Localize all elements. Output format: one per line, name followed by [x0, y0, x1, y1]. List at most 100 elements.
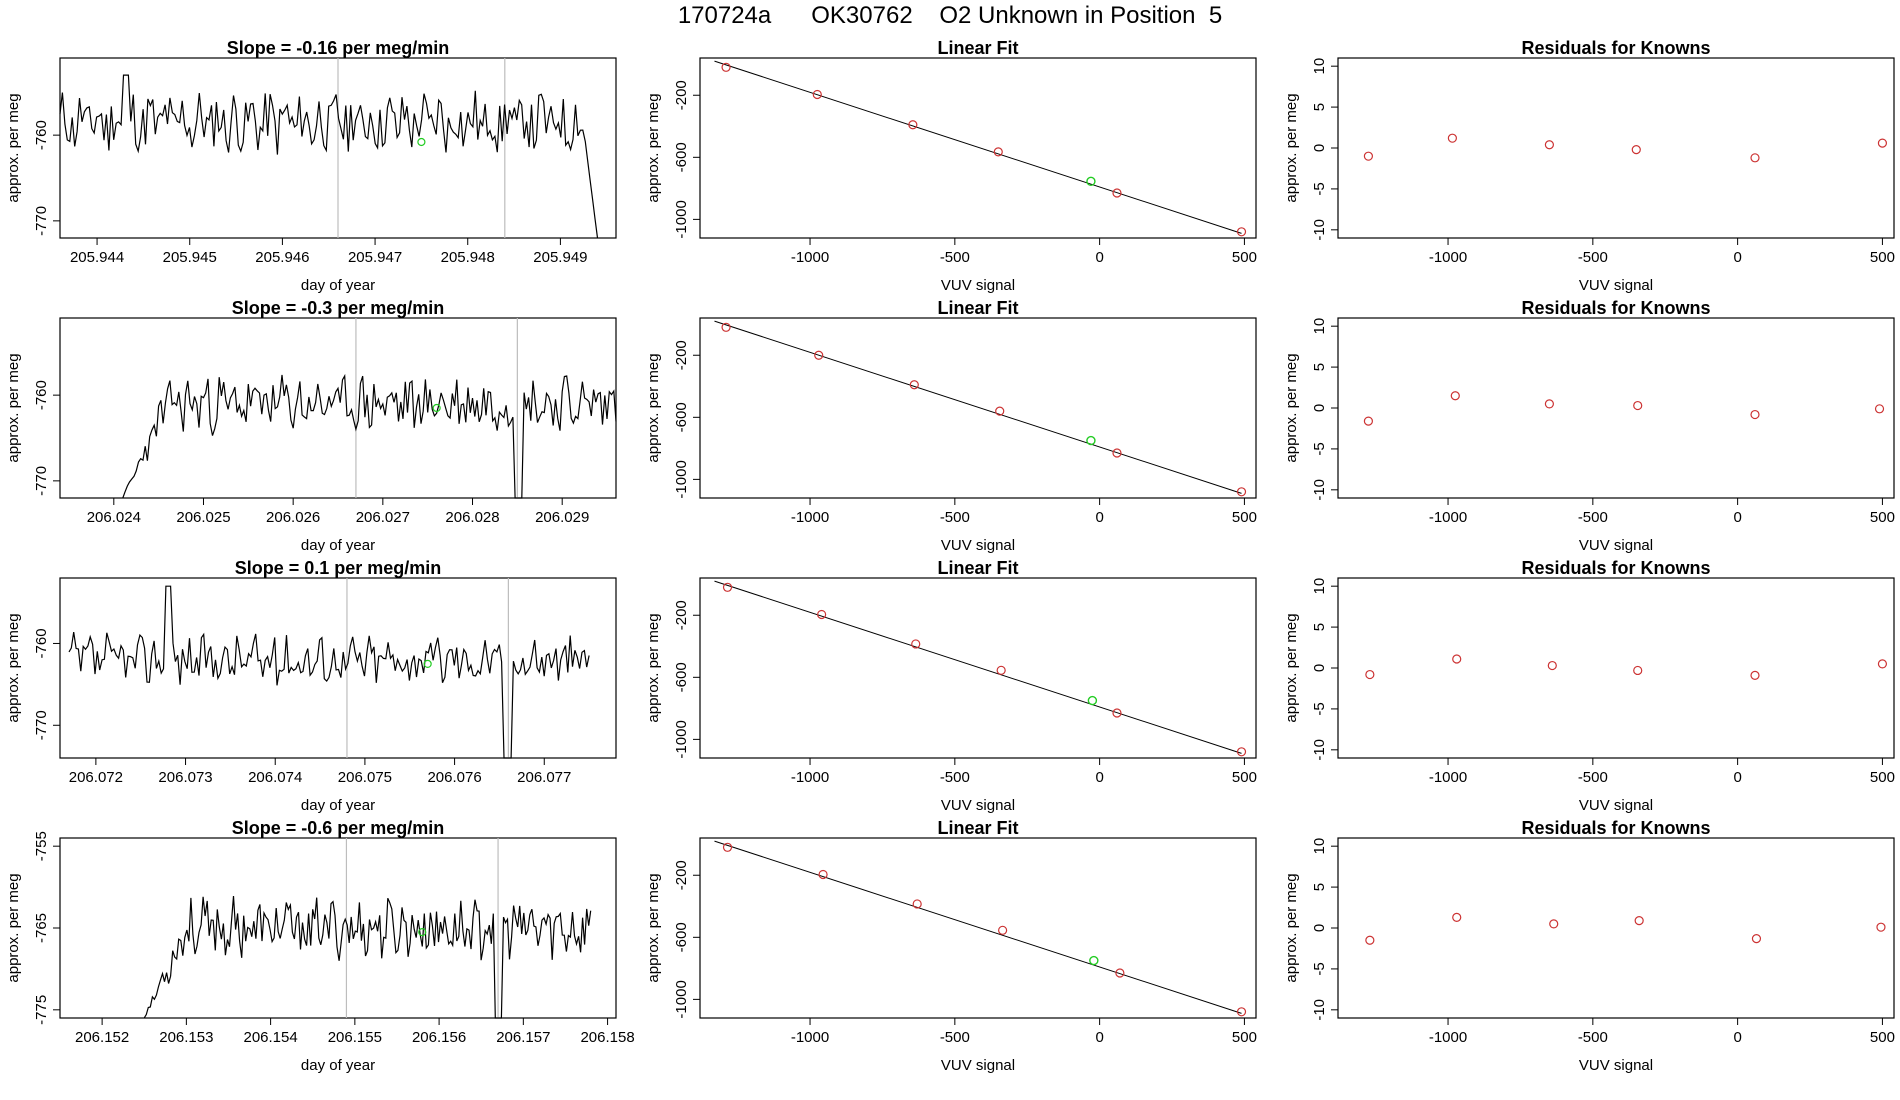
- known-data-point: [998, 925, 1008, 935]
- x-tick-label: 0: [1733, 509, 1741, 526]
- chart-panel-8: Linear Fit VUV signal approx. per meg -1000…: [645, 558, 1257, 814]
- chart-panel-12: Residuals for Knowns VUV signal approx. pe…: [1283, 818, 1895, 1074]
- y-tick-label: 10: [1311, 318, 1328, 335]
- known-data-point: [995, 406, 1005, 416]
- x-tick-label: 206.158: [580, 1029, 634, 1046]
- y-tick-label: 10: [1311, 838, 1328, 855]
- known-data-point: [1236, 1007, 1247, 1017]
- series-line: [68, 585, 590, 759]
- x-tick-label: 206.156: [412, 1029, 466, 1046]
- residual-point: [1750, 409, 1760, 420]
- y-tick-label: -770: [33, 206, 50, 236]
- x-tick-label: 205.949: [533, 249, 587, 266]
- chart-panel-2: Linear Fit VUV signal approx. per meg -1000…: [645, 38, 1257, 294]
- x-tick-label: 206.024: [87, 509, 141, 526]
- x-tick-label: 206.075: [338, 769, 392, 786]
- plot-frame: [699, 57, 1257, 239]
- residual-point: [1547, 660, 1557, 671]
- residual-point: [1452, 654, 1462, 664]
- x-tick-label: -1000: [1429, 249, 1467, 266]
- chart-panel-3: Residuals for Knowns VUV signal approx. pe…: [1283, 38, 1895, 294]
- x-axis-label: VUV signal: [1579, 277, 1653, 294]
- residual-point: [1363, 416, 1374, 426]
- x-tick-label: 500: [1870, 1029, 1895, 1046]
- known-data-point: [722, 842, 733, 852]
- y-axis-label: approx. per meg: [1283, 613, 1300, 722]
- x-axis-label: day of year: [301, 537, 375, 554]
- x-tick-label: 206.074: [248, 769, 302, 786]
- chart-panel-7: Slope = 0.1 per meg/min day of year approx…: [5, 558, 617, 814]
- known-data-point: [814, 350, 824, 360]
- plot-frame: [59, 317, 617, 499]
- chart-title: Linear Fit: [937, 818, 1018, 838]
- y-tick-label: -5: [1311, 962, 1328, 975]
- y-tick-label: -600: [673, 922, 690, 952]
- x-tick-label: -1000: [791, 769, 829, 786]
- y-tick-label: -1000: [673, 980, 690, 1018]
- series-line: [143, 896, 592, 1019]
- x-tick-label: 500: [1232, 249, 1257, 266]
- known-data-point: [1112, 708, 1122, 718]
- x-axis-label: VUV signal: [941, 1057, 1015, 1074]
- x-tick-label: 206.072: [69, 769, 123, 786]
- known-data-point: [721, 322, 731, 332]
- unknown-point: [417, 137, 426, 147]
- y-axis-label: approx. per meg: [645, 613, 662, 722]
- chart-title: Residuals for Knowns: [1521, 558, 1710, 578]
- unknown-point: [418, 927, 427, 937]
- x-tick-label: 206.025: [176, 509, 230, 526]
- y-tick-label: -5: [1311, 702, 1328, 715]
- y-tick-label: 0: [1311, 924, 1328, 932]
- chart-title: Linear Fit: [937, 298, 1018, 318]
- plot-frame: [59, 577, 617, 759]
- y-axis-label: approx. per meg: [645, 93, 662, 202]
- y-tick-label: 0: [1311, 404, 1328, 412]
- y-tick-label: -10: [1311, 479, 1328, 501]
- y-tick-label: 5: [1311, 623, 1328, 631]
- residual-point: [1633, 400, 1643, 411]
- x-axis-label: VUV signal: [941, 797, 1015, 814]
- x-tick-label: 205.948: [441, 249, 495, 266]
- known-data-point: [818, 869, 828, 880]
- x-tick-label: -1000: [1429, 769, 1467, 786]
- residual-point: [1544, 140, 1554, 150]
- y-axis-label: approx. per meg: [5, 613, 22, 722]
- residual-point: [1631, 145, 1641, 155]
- plot-frame: [1337, 57, 1895, 239]
- y-tick-label: 0: [1311, 144, 1328, 152]
- residual-point: [1447, 133, 1457, 143]
- series-line: [59, 74, 599, 239]
- x-tick-label: 206.153: [159, 1029, 213, 1046]
- x-tick-label: -500: [940, 769, 970, 786]
- x-tick-label: 0: [1095, 1029, 1103, 1046]
- chart-title: Residuals for Knowns: [1521, 818, 1710, 838]
- x-tick-label: -1000: [1429, 1029, 1467, 1046]
- x-tick-label: 206.152: [75, 1029, 129, 1046]
- chart-title: Linear Fit: [937, 38, 1018, 58]
- y-tick-label: -755: [33, 831, 50, 861]
- y-tick-label: 10: [1311, 58, 1328, 75]
- unknown-data-point: [1089, 955, 1099, 966]
- y-axis-label: approx. per meg: [1283, 353, 1300, 462]
- known-data-point: [1236, 487, 1247, 497]
- y-tick-label: -760: [33, 380, 50, 410]
- chart-panel-6: Residuals for Knowns VUV signal approx. pe…: [1283, 298, 1895, 554]
- x-tick-label: 0: [1095, 249, 1103, 266]
- x-tick-label: 205.947: [348, 249, 402, 266]
- x-tick-label: 206.157: [496, 1029, 550, 1046]
- y-tick-label: 0: [1311, 664, 1328, 672]
- x-axis-label: day of year: [301, 797, 375, 814]
- known-data-point: [721, 62, 731, 72]
- known-data-point: [817, 609, 827, 620]
- y-axis-label: approx. per meg: [5, 873, 22, 982]
- chart-panel-4: Slope = -0.3 per meg/min day of year appro…: [5, 298, 617, 554]
- x-tick-label: 0: [1733, 769, 1741, 786]
- y-tick-label: -200: [673, 340, 690, 370]
- residual-point: [1549, 919, 1559, 929]
- x-tick-label: 206.026: [266, 509, 320, 526]
- known-data-point: [912, 899, 922, 909]
- y-tick-label: 5: [1311, 363, 1328, 371]
- y-tick-label: -760: [33, 628, 50, 658]
- y-tick-label: -770: [33, 466, 50, 496]
